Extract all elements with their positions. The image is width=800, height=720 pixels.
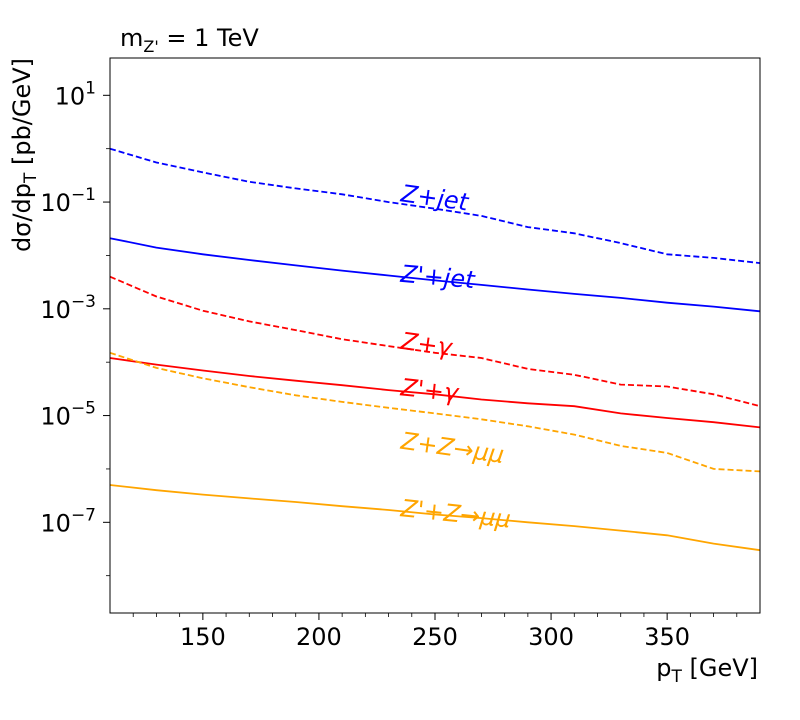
series-label-layer: Z+jet Z'+jet Z+γ Z'+γ Z+Z→μμ Z'+Z→μμ (398, 179, 512, 533)
x-tick-label: 150 (180, 623, 226, 651)
x-tick-label: 300 (528, 623, 574, 651)
series-label-z-z-to-mumu: Z+Z→μμ (398, 427, 506, 469)
x-axis-title: pT [GeV] (656, 654, 758, 687)
y-tick-label: 10−3 (40, 292, 96, 324)
series-label-z-z-to-mumu: Z'+Z→μμ (399, 494, 513, 533)
series-layer (109, 147, 761, 552)
series-line-z-jet (109, 237, 761, 313)
series-line-z-gamma (109, 357, 761, 429)
y-tick-label: 101 (55, 78, 96, 110)
series-label-z-jet: Z'+jet (399, 260, 478, 295)
series-line-z-gamma (109, 275, 761, 408)
y-tick-label: 10−1 (40, 185, 96, 217)
x-tick-label: 200 (296, 623, 342, 651)
x-tick-label: 250 (412, 623, 458, 651)
series-line-z-jet (109, 147, 761, 264)
series-line-z-z-to-mumu (109, 484, 761, 552)
series-label-z-gamma: Z+γ (398, 327, 455, 362)
y-tick-label: 10−7 (40, 505, 96, 537)
series-label-z-jet: Z+jet (398, 179, 471, 216)
y-tick-label: 10−5 (40, 399, 96, 431)
tick-layer: 150 200 250 300 350 101 10−1 10−3 10−5 10−7 (40, 57, 761, 651)
series-line-z-z-to-mumu (109, 351, 761, 473)
x-tick-label: 350 (644, 623, 690, 651)
y-axis-title: dσ/dpT [pb/GeV] (8, 58, 41, 252)
series-label-z-gamma: Z'+γ (399, 373, 462, 407)
chart-title: mZ' = 1 TeV (120, 24, 259, 56)
